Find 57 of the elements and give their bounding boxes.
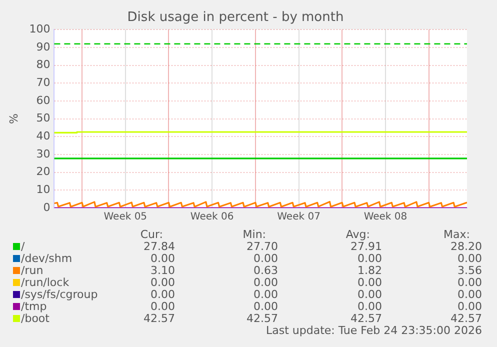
text: 0.00 bbox=[254, 288, 278, 301]
y-tick-label: 50 bbox=[36, 112, 50, 125]
x-tick-label: Week 05 bbox=[104, 212, 148, 223]
x-tick-label: Week 06 bbox=[190, 212, 234, 223]
text: Last update: Tue Feb 24 23:35:00 2026 bbox=[266, 324, 482, 337]
text: 0.00 bbox=[458, 252, 482, 265]
text: 0.63 bbox=[254, 264, 278, 277]
text: 0.00 bbox=[358, 300, 382, 313]
text: 0.00 bbox=[254, 252, 278, 265]
y-tick-label: 70 bbox=[36, 76, 50, 89]
text: Cur: bbox=[140, 228, 163, 241]
text: 0.00 bbox=[358, 276, 382, 289]
text: 42.57 bbox=[144, 312, 175, 325]
text: 3.56 bbox=[458, 264, 482, 277]
text: 0.00 bbox=[358, 288, 382, 301]
text: 0.00 bbox=[458, 276, 482, 289]
y-tick-label: 20 bbox=[36, 165, 50, 178]
y-tick-label: 30 bbox=[36, 147, 50, 160]
y-tick-label: 90 bbox=[36, 40, 50, 54]
legend-label: /dev/shm bbox=[21, 252, 72, 265]
text: Max: bbox=[444, 228, 470, 241]
text: 27.84 bbox=[144, 240, 175, 253]
y-tick-label: 0 bbox=[43, 200, 50, 214]
legend-label: /tmp bbox=[21, 300, 47, 313]
text: 27.91 bbox=[350, 240, 382, 253]
x-tick-label: Week 08 bbox=[364, 212, 408, 223]
text: 28.20 bbox=[450, 240, 482, 253]
text: 3.10 bbox=[150, 264, 175, 277]
legend-label: /run bbox=[21, 264, 44, 277]
legend-label: /boot bbox=[21, 312, 50, 325]
text: 0.00 bbox=[458, 288, 482, 301]
text: 27.70 bbox=[246, 240, 278, 253]
y-tick-label: 80 bbox=[36, 58, 50, 72]
chart-title: Disk usage in percent - by month bbox=[127, 10, 344, 26]
text: Min: bbox=[242, 228, 266, 241]
legend-label: /sys/fs/cgroup bbox=[21, 288, 98, 301]
y-tick-label: 40 bbox=[36, 130, 50, 142]
text: 0.00 bbox=[254, 300, 278, 313]
legend-label: / bbox=[21, 240, 25, 253]
text: Avg: bbox=[346, 228, 370, 241]
text: 0.00 bbox=[358, 252, 382, 265]
y-tick-label: 10 bbox=[36, 183, 50, 196]
y-axis-title: % bbox=[7, 114, 20, 124]
text: 0.00 bbox=[150, 252, 175, 265]
text: 42.57 bbox=[350, 312, 382, 325]
text: 0.00 bbox=[458, 300, 482, 313]
legend-label: /run/lock bbox=[21, 276, 70, 289]
text: 0.00 bbox=[254, 276, 278, 289]
text: 1.82 bbox=[358, 264, 382, 277]
y-tick-label: 100 bbox=[29, 22, 50, 36]
text: 0.00 bbox=[150, 300, 175, 313]
text: 0.00 bbox=[150, 276, 175, 289]
y-tick-label: 60 bbox=[36, 94, 50, 107]
text: 0.00 bbox=[150, 288, 175, 301]
x-tick-label: Week 07 bbox=[277, 212, 320, 223]
text: 42.57 bbox=[246, 312, 278, 325]
text: 42.57 bbox=[450, 312, 482, 325]
